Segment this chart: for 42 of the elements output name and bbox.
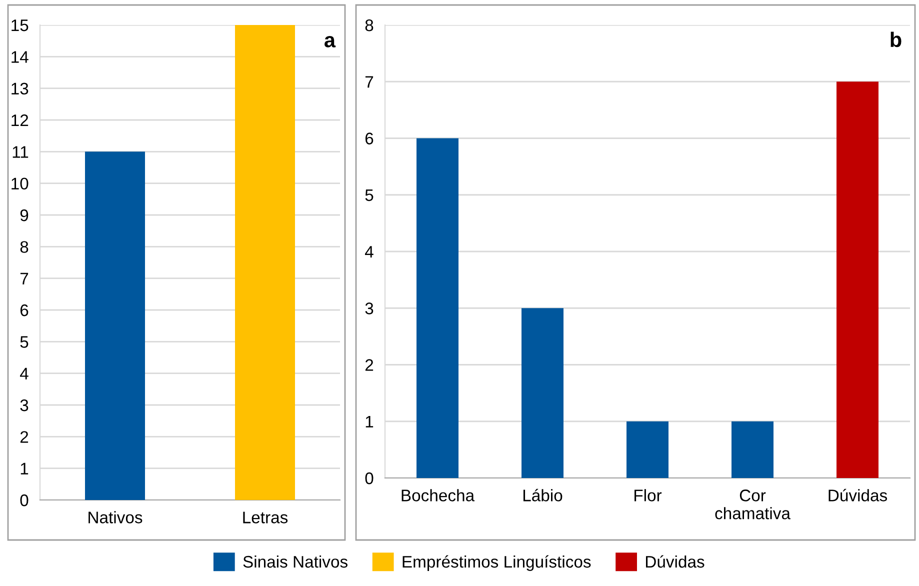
y-tick-label: 7 bbox=[365, 76, 374, 88]
legend-label: Sinais Nativos bbox=[243, 555, 348, 568]
annotation: b bbox=[890, 32, 902, 48]
y-tick-label: 13 bbox=[12, 82, 28, 95]
y-tick-label: 14 bbox=[12, 51, 28, 63]
y-tick-label: 7 bbox=[20, 272, 28, 284]
annotation: a bbox=[324, 36, 336, 48]
y-tick-label: 4 bbox=[20, 368, 28, 380]
y-tick-label: 9 bbox=[20, 209, 28, 222]
y-tick-label: 15 bbox=[12, 20, 28, 32]
legend-label: Dúvidas bbox=[646, 555, 704, 568]
legend-label: Empréstimos Linguísticos bbox=[402, 555, 591, 571]
x-tick-label: Nativos bbox=[88, 511, 142, 524]
x-tick-label: Bochecha bbox=[402, 489, 475, 502]
y-tick-label: 2 bbox=[20, 431, 28, 443]
x-tick-label: Cor chamativa bbox=[715, 490, 790, 520]
x-tick-label: Flor bbox=[634, 489, 662, 502]
y-tick-label: 1 bbox=[20, 462, 28, 474]
y-tick-label: 10 bbox=[12, 178, 28, 190]
bar bbox=[522, 308, 564, 478]
y-tick-label: 4 bbox=[365, 246, 374, 258]
y-tick-label: 0 bbox=[20, 494, 28, 506]
y-tick-label: 2 bbox=[365, 359, 374, 371]
y-tick-label: 3 bbox=[365, 302, 374, 314]
y-tick-label: 12 bbox=[12, 114, 28, 126]
y-tick-label: 8 bbox=[20, 241, 28, 253]
bar bbox=[626, 421, 668, 478]
bar bbox=[732, 421, 774, 478]
x-tick-label: Letras bbox=[243, 512, 288, 524]
bar bbox=[836, 82, 878, 478]
y-tick-label: 1 bbox=[366, 416, 374, 428]
y-tick-label: 3 bbox=[20, 399, 28, 412]
bar bbox=[416, 138, 458, 478]
y-tick-label: 6 bbox=[365, 132, 374, 144]
y-tick-label: 11 bbox=[12, 146, 28, 158]
x-tick-label: Dúvidas bbox=[828, 488, 888, 502]
y-tick-label: 8 bbox=[365, 19, 374, 32]
y-tick-label: 5 bbox=[20, 336, 28, 348]
y-tick-label: 0 bbox=[365, 472, 374, 484]
y-tick-label: 6 bbox=[20, 304, 28, 316]
x-tick-label: Lábio bbox=[523, 488, 562, 502]
y-tick-label: 5 bbox=[365, 189, 374, 202]
